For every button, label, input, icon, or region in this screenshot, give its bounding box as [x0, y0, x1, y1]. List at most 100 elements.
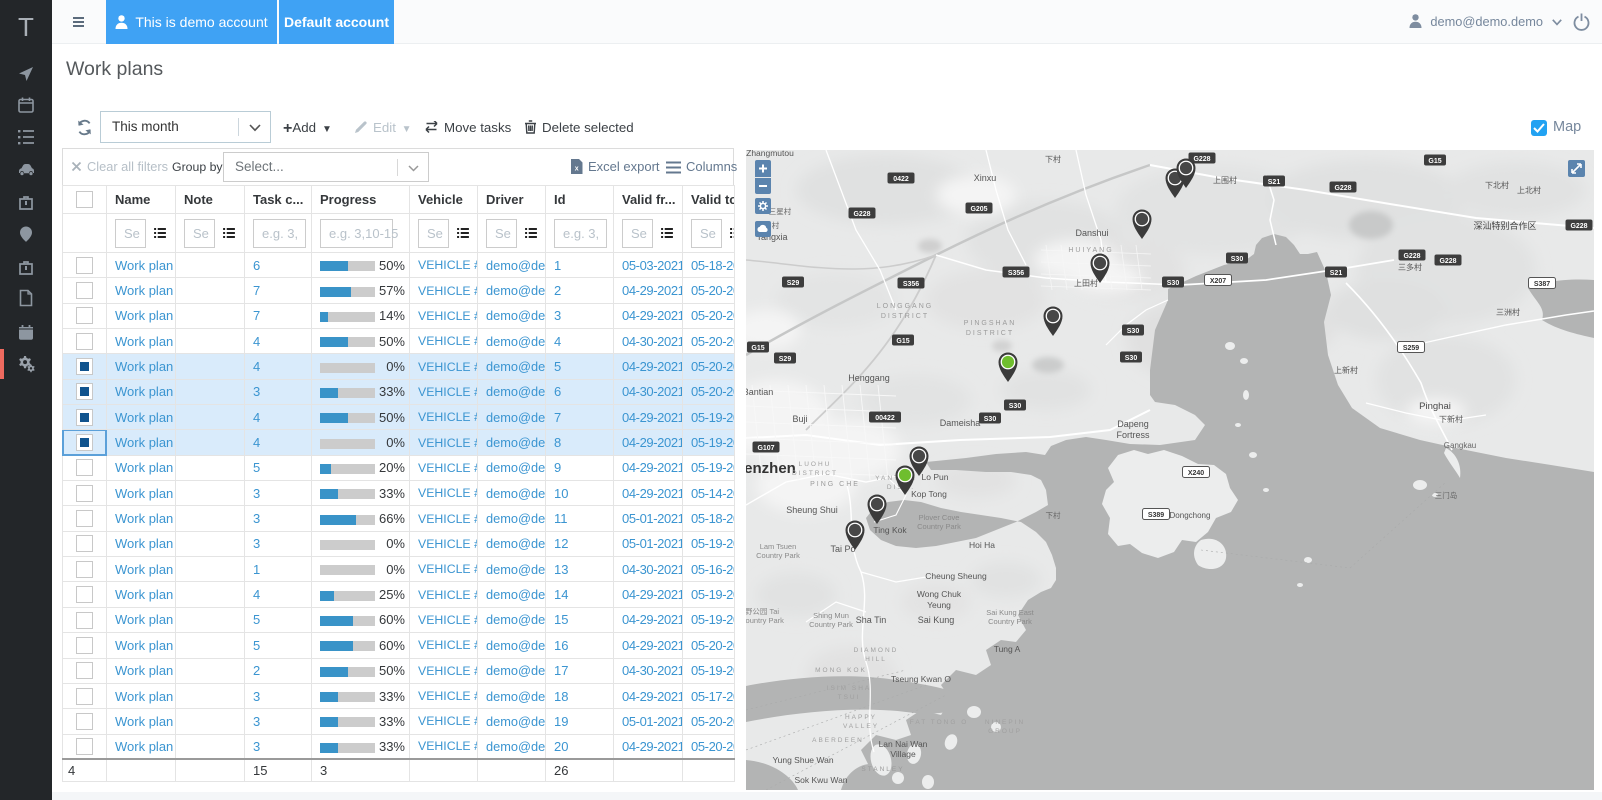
svg-text:Dapeng: Dapeng [1117, 419, 1149, 429]
svg-text:S259: S259 [1403, 345, 1419, 352]
svg-text:三洲村: 三洲村 [1496, 307, 1520, 317]
svg-text:Bantian: Bantian [746, 387, 773, 397]
svg-text:Yung Shue Wan: Yung Shue Wan [772, 755, 833, 765]
svg-text:x: x [575, 166, 579, 173]
svg-text:Tung A: Tung A [994, 644, 1021, 654]
svg-text:HUIYANG: HUIYANG [1068, 247, 1113, 254]
svg-text:S21: S21 [1330, 270, 1343, 277]
svg-text:Dongchong: Dongchong [1170, 511, 1211, 520]
svg-text:Sha Tin: Sha Tin [856, 615, 887, 625]
svg-text:LONGGANG: LONGGANG [877, 303, 933, 310]
svg-text:Sai Kung East: Sai Kung East [986, 608, 1034, 617]
svg-text:Cheung Sheung: Cheung Sheung [925, 571, 987, 581]
svg-text:Sai Kung: Sai Kung [918, 615, 955, 625]
svg-text:G228: G228 [1439, 258, 1456, 265]
svg-text:野公园 Tai: 野公园 Tai [746, 607, 779, 616]
svg-text:YANTIAN: YANTIAN [875, 475, 917, 482]
svg-text:Country Park: Country Park [917, 522, 961, 531]
svg-text:上北村: 上北村 [1517, 185, 1541, 195]
svg-text:G107: G107 [757, 445, 774, 452]
svg-text:G228: G228 [1570, 223, 1587, 230]
svg-text:Country Park: Country Park [746, 616, 784, 625]
svg-text:STANLEY: STANLEY [861, 766, 904, 773]
svg-text:G228: G228 [853, 211, 870, 218]
svg-text:MONG KOK: MONG KOK [815, 667, 867, 674]
svg-text:Shing Mun: Shing Mun [813, 611, 849, 620]
svg-text:S30: S30 [1167, 280, 1180, 287]
svg-text:PINGSHAN: PINGSHAN [964, 320, 1017, 327]
svg-text:上田村: 上田村 [1074, 278, 1098, 288]
svg-text:三门岛: 三门岛 [1435, 490, 1458, 500]
svg-text:G15: G15 [751, 345, 764, 352]
svg-text:LUOHU: LUOHU [799, 461, 832, 468]
svg-text:TSUI: TSUI [838, 694, 861, 701]
svg-text:下北村: 下北村 [1485, 180, 1509, 190]
svg-text:PING CHE: PING CHE [810, 481, 860, 488]
svg-text:Sheung Shui: Sheung Shui [786, 505, 838, 515]
svg-text:下村: 下村 [1046, 510, 1062, 520]
svg-text:S387: S387 [1534, 281, 1550, 288]
svg-text:NINEPIN: NINEPIN [985, 719, 1025, 726]
svg-text:上新村: 上新村 [1334, 365, 1358, 375]
svg-text:S30: S30 [1231, 256, 1244, 263]
svg-text:Kop Tong: Kop Tong [911, 489, 947, 499]
svg-text:S30: S30 [1127, 328, 1140, 335]
svg-text:Yeung: Yeung [927, 600, 951, 610]
svg-text:S29: S29 [787, 280, 800, 287]
svg-text:ISIM SHA: ISIM SHA [827, 685, 872, 692]
svg-text:DISTRICT: DISTRICT [881, 313, 929, 320]
svg-text:ABERDEEN: ABERDEEN [812, 737, 864, 744]
svg-text:X240: X240 [1188, 470, 1204, 477]
svg-text:Sok Kwu Wan: Sok Kwu Wan [794, 775, 847, 785]
svg-text:G15: G15 [1428, 158, 1441, 165]
svg-text:Henggang: Henggang [848, 373, 890, 383]
svg-text:X207: X207 [1210, 278, 1226, 285]
svg-text:Country Park: Country Park [809, 620, 853, 629]
svg-text:G228: G228 [1193, 156, 1210, 163]
svg-text:Wong Chuk: Wong Chuk [917, 589, 962, 599]
svg-text:S356: S356 [1008, 270, 1024, 277]
svg-text:DISTRICT: DISTRICT [792, 470, 838, 477]
svg-text:DIAMOND: DIAMOND [854, 647, 899, 654]
svg-text:S21: S21 [1268, 179, 1281, 186]
svg-text:下村: 下村 [1045, 154, 1061, 164]
svg-text:G205: G205 [970, 206, 987, 213]
svg-text:HAPPY: HAPPY [845, 714, 877, 721]
svg-text:G228: G228 [1334, 185, 1351, 192]
svg-text:Lam Tsuen: Lam Tsuen [760, 542, 797, 551]
svg-text:S356: S356 [903, 281, 919, 288]
svg-text:Buji: Buji [792, 414, 807, 424]
svg-text:上围村: 上围村 [1213, 175, 1237, 185]
svg-text:Lo Pun: Lo Pun [922, 472, 949, 482]
svg-text:VALLEY: VALLEY [843, 723, 879, 730]
svg-text:S30: S30 [1009, 403, 1022, 410]
svg-text:Fortress: Fortress [1116, 430, 1150, 440]
svg-text:Tseung Kwan O: Tseung Kwan O [891, 674, 951, 684]
svg-text:Dameisha: Dameisha [940, 418, 981, 428]
svg-text:GROUP: GROUP [988, 728, 1022, 735]
svg-text:S29: S29 [779, 356, 792, 363]
svg-text:Country Park: Country Park [988, 617, 1032, 626]
svg-text:Tangxia: Tangxia [756, 232, 787, 242]
svg-text:下新村: 下新村 [1439, 414, 1463, 424]
svg-text:G228: G228 [1403, 253, 1420, 260]
svg-text:三星村: 三星村 [769, 206, 792, 216]
svg-text:Plover Cove: Plover Cove [919, 513, 960, 522]
svg-text:S389: S389 [1148, 512, 1164, 519]
svg-text:S30: S30 [984, 416, 997, 423]
svg-text:Zhangmutou: Zhangmutou [746, 150, 794, 158]
svg-text:Country Park: Country Park [756, 551, 800, 560]
svg-text:0422: 0422 [893, 176, 909, 183]
svg-text:Lan Nai Wan: Lan Nai Wan [879, 739, 928, 749]
svg-text:三多村: 三多村 [1398, 262, 1422, 272]
svg-text:Hoi Ha: Hoi Ha [969, 540, 995, 550]
svg-text:FAT TONG O: FAT TONG O [910, 719, 969, 726]
svg-text:HILL: HILL [865, 656, 887, 663]
svg-text:Village: Village [890, 749, 916, 759]
svg-text:00422: 00422 [875, 415, 895, 422]
svg-text:深汕特别合作区: 深汕特别合作区 [1473, 220, 1536, 231]
svg-text:Ting Kok: Ting Kok [873, 525, 907, 535]
svg-text:Pinghai: Pinghai [1419, 401, 1451, 412]
svg-text:Gangkau: Gangkau [1444, 441, 1476, 450]
svg-text:enzhen: enzhen [746, 460, 796, 477]
